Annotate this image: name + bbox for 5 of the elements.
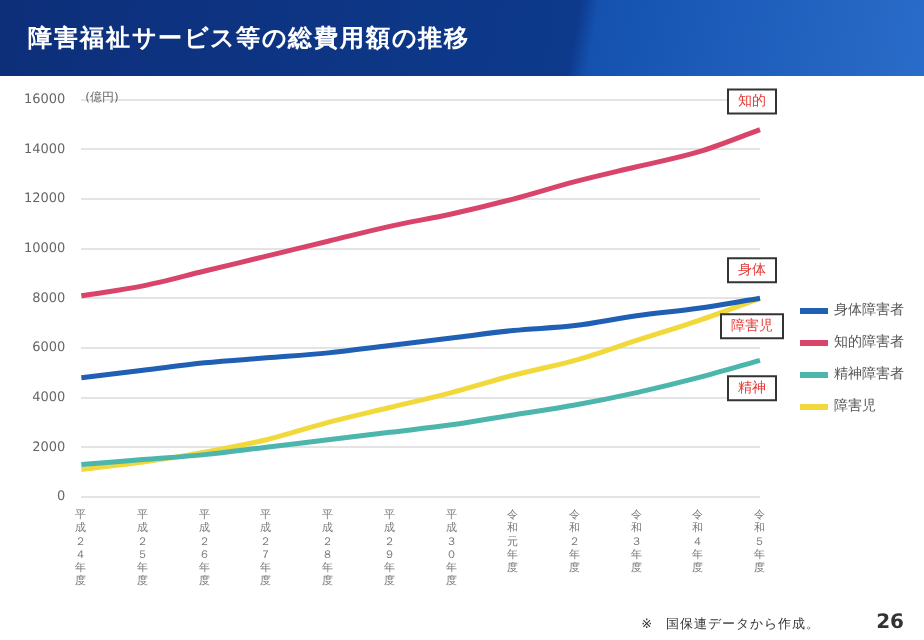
- text: 26: [876, 612, 904, 634]
- line-series: [78, 295, 763, 381]
- chart-title: 障害福祉サービス等の総費用額の推移: [28, 21, 470, 55]
- line-series: [78, 127, 763, 299]
- line-series: [78, 357, 763, 468]
